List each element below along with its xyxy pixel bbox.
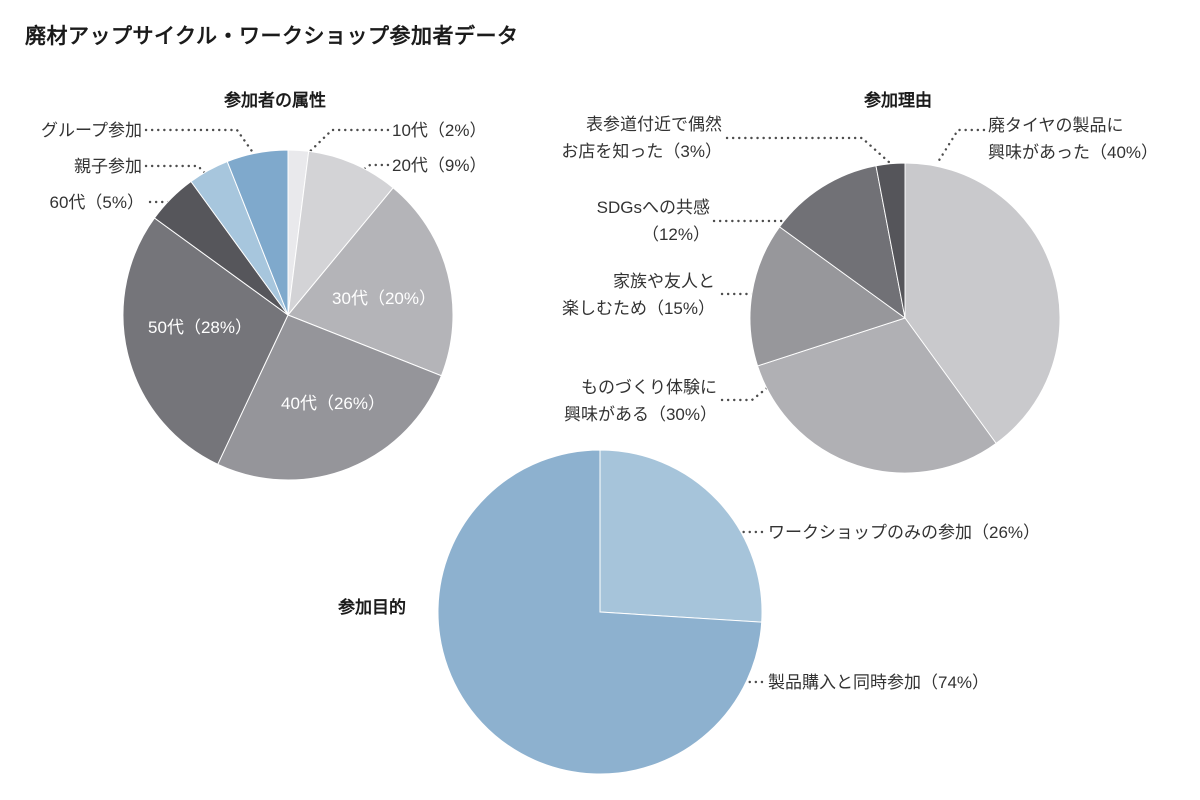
label-tire-products: 廃タイヤの製品に 興味があった（40%） xyxy=(988,116,1159,162)
chart-title-participation-reason: 参加理由 xyxy=(864,91,932,110)
leader-line-tire-products xyxy=(936,128,986,164)
pie-slice-1-1 xyxy=(756,317,997,473)
label-workshop-only: ワークショップのみの参加（26%） xyxy=(768,523,1041,542)
pie-slice-0-7 xyxy=(226,150,289,316)
pie-slice-0-3 xyxy=(217,314,443,480)
label-twenties: 20代（9%） xyxy=(392,156,487,175)
pie-slice-1-3 xyxy=(778,165,906,320)
label-teens: 10代（2%） xyxy=(392,121,487,140)
label-making-experience: ものづくり体験に 興味がある（30%） xyxy=(563,378,717,424)
label-parent-child-participation: 親子参加 xyxy=(74,157,142,176)
label-omotesando: 表参道付近で偶然 お店を知った（3%） xyxy=(561,115,722,161)
label-with-purchase: 製品購入と同時参加（74%） xyxy=(768,673,990,692)
pie-slice-0-1 xyxy=(287,150,394,317)
label-family-friends: 家族や友人と 楽しむため（15%） xyxy=(561,272,715,318)
pie-chart-participant-attributes xyxy=(123,150,453,480)
page-title: 廃材アップサイクル・ワークショップ参加者データ xyxy=(25,25,519,48)
chart-title-participation-purpose: 参加目的 xyxy=(338,598,406,617)
pie-slice-1-2 xyxy=(750,226,907,367)
pie-slice-2-1 xyxy=(438,450,762,774)
label-sdgs: SDGsへの共感 （12%） xyxy=(596,198,710,244)
label-forties: 40代（26%） xyxy=(281,394,385,413)
label-thirties: 30代（20%） xyxy=(332,289,436,308)
leader-line-omotesando xyxy=(725,136,892,165)
pie-slice-0-2 xyxy=(287,187,453,377)
label-group-participation: グループ参加 xyxy=(41,121,142,140)
label-sixties: 60代（5%） xyxy=(49,193,144,212)
pie-slice-1-0 xyxy=(904,163,1060,445)
pie-chart-participation-reason xyxy=(750,163,1060,473)
pie-slice-2-0 xyxy=(599,450,762,623)
label-fifties: 50代（28%） xyxy=(148,318,252,337)
pie-slice-1-4 xyxy=(875,163,906,319)
chart-title-participant-attributes: 参加者の属性 xyxy=(224,91,326,110)
pie-slice-0-4 xyxy=(123,217,289,465)
pie-chart-participation-purpose xyxy=(438,450,762,774)
